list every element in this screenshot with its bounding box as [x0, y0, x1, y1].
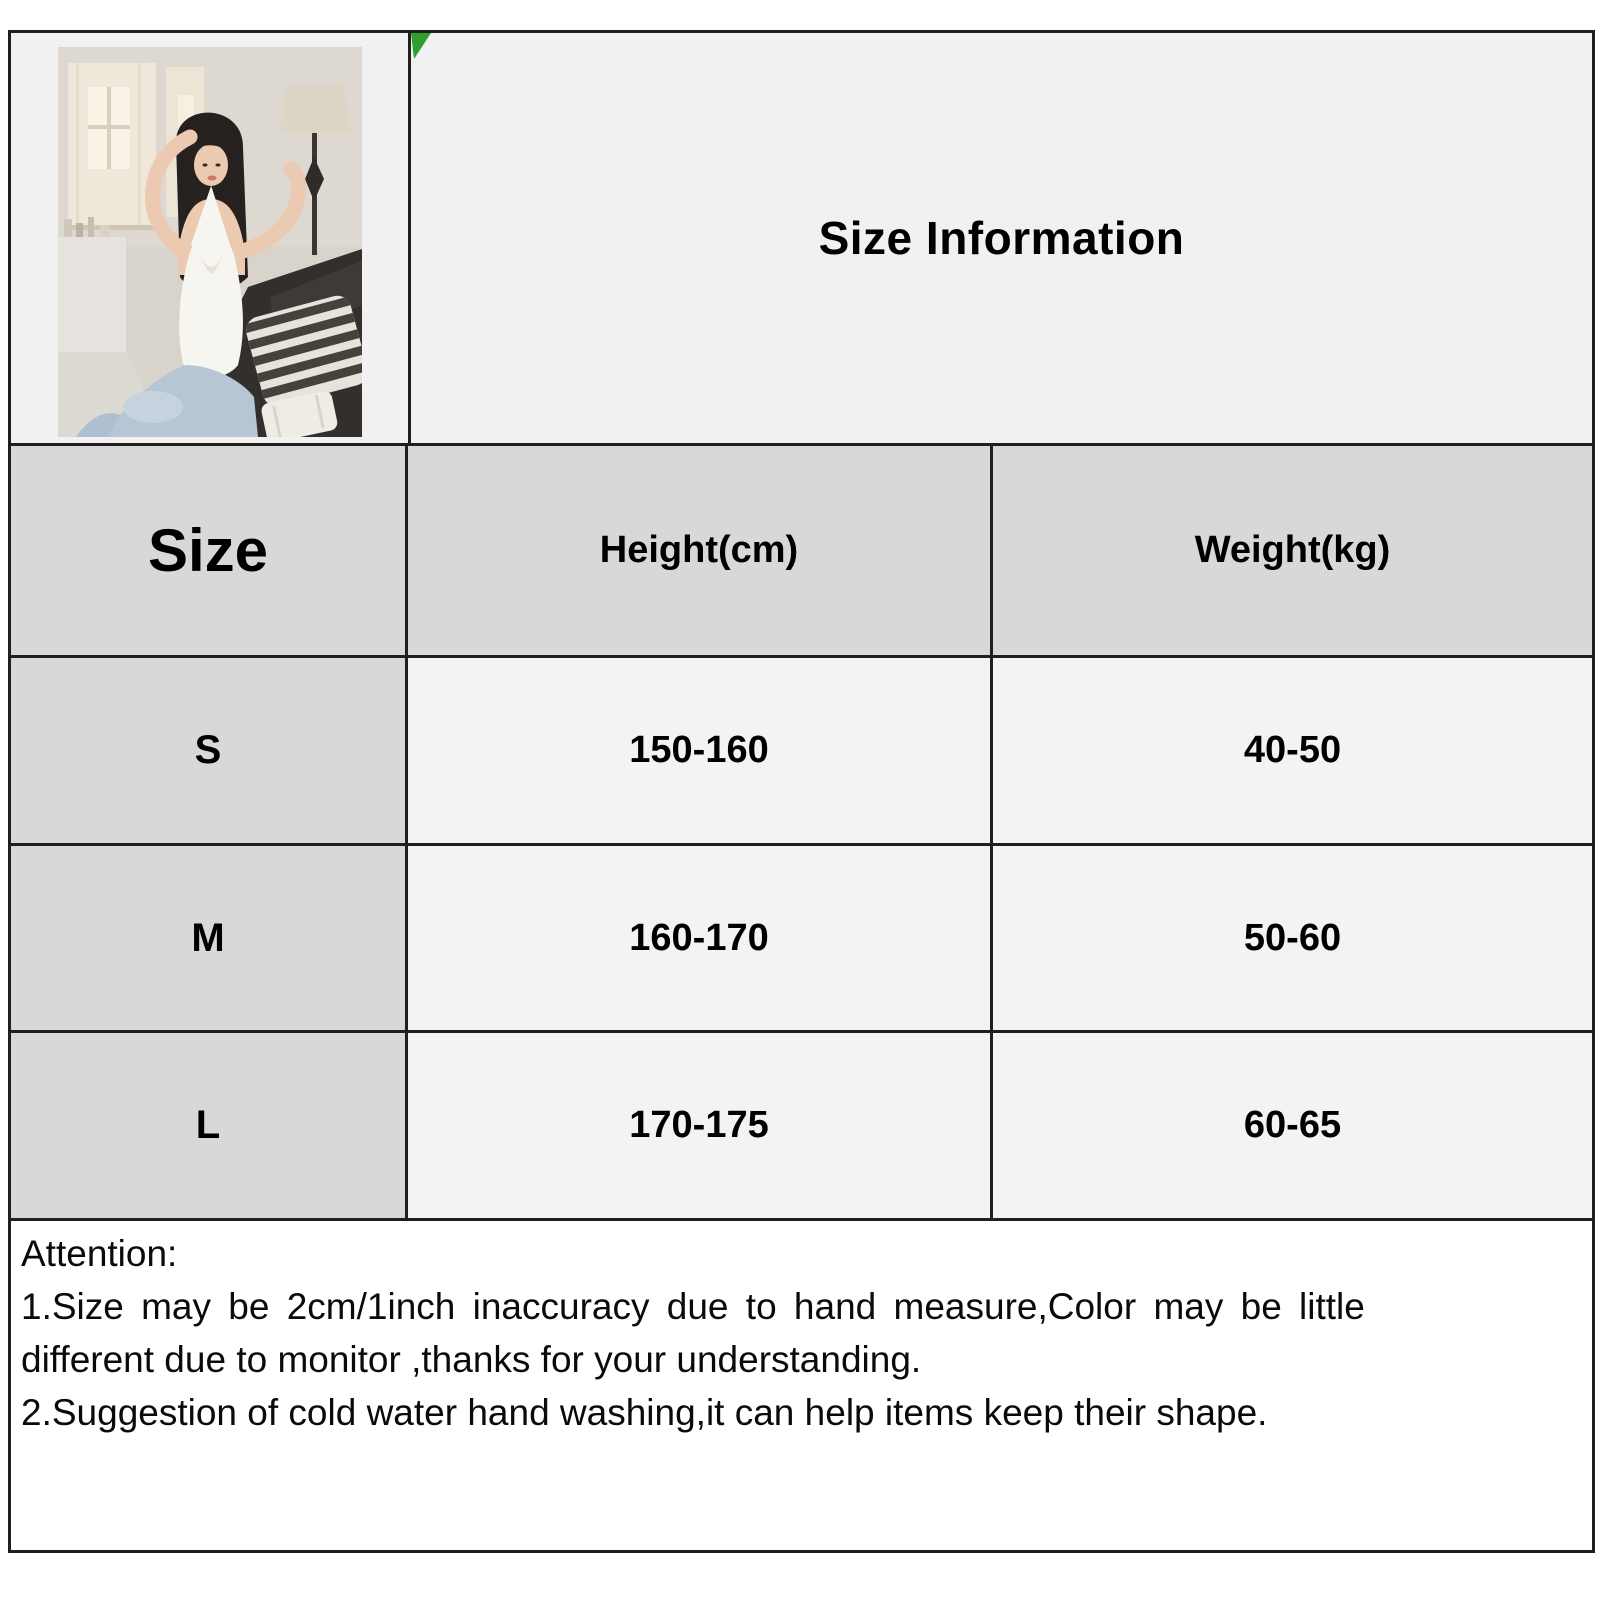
table-row-s: S 150-160 40-50 [11, 658, 1592, 846]
height-value: 150-160 [408, 658, 993, 843]
attention-note1-line2: different due to monitor ,thanks for you… [21, 1339, 922, 1380]
product-photo [57, 47, 362, 437]
table-row-m: M 160-170 50-60 [11, 846, 1592, 1033]
attention-note2: 2.Suggestion of cold water hand washing,… [21, 1392, 1268, 1433]
column-header-size: Size [11, 446, 408, 655]
column-header-height: Height(cm) [408, 446, 993, 655]
size-value: L [11, 1033, 408, 1218]
size-value: S [11, 658, 408, 843]
product-photo-cell [11, 33, 411, 443]
attention-heading: Attention: [21, 1233, 178, 1274]
table-row-l: L 170-175 60-65 [11, 1033, 1592, 1221]
photo-model [75, 112, 306, 437]
column-header-weight: Weight(kg) [1194, 529, 1391, 571]
photo-striped-pillow [243, 295, 362, 407]
weight-value: 60-65 [993, 1033, 1592, 1218]
height-value: 160-170 [408, 846, 993, 1030]
size-value: M [11, 846, 408, 1030]
height-value: 170-175 [408, 1033, 993, 1218]
top-row: Size Information [11, 33, 1592, 446]
photo-bag [261, 391, 337, 437]
title-cell: Size Information [411, 33, 1592, 443]
green-corner-marker-icon [411, 33, 431, 59]
weight-value: 50-60 [993, 846, 1592, 1030]
table-header-row: Size Height(cm) Weight(kg) [11, 446, 1592, 658]
attention-note1-line1: 1.Size may be 2cm/1inch inaccuracy due t… [21, 1286, 1365, 1327]
attention-section: Attention: 1.Size may be 2cm/1inch inacc… [11, 1221, 1592, 1550]
size-chart-sheet: Size Information Size Height(cm) Weight(… [8, 30, 1595, 1553]
page-title: Size Information [818, 212, 1185, 264]
photo-lamp [279, 85, 350, 255]
weight-value: 40-50 [993, 658, 1592, 843]
